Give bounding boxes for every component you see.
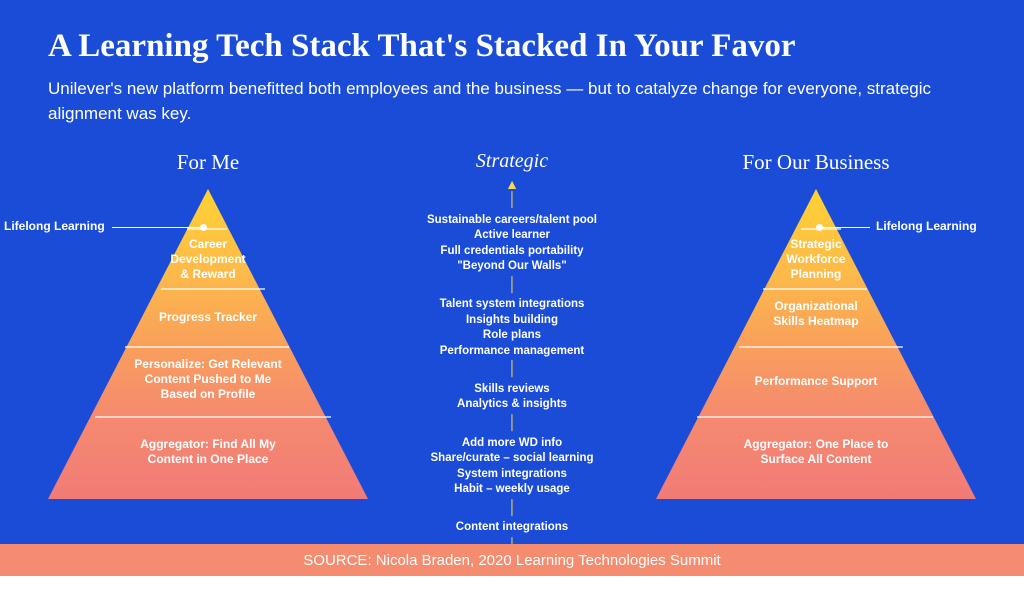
left-tier-3: Progress Tracker bbox=[48, 310, 368, 325]
left-pyramid-title: For Me bbox=[177, 150, 239, 175]
infographic-canvas: A Learning Tech Stack That's Stacked In … bbox=[0, 0, 1024, 576]
right-pyramid: Lifelong Learning StrategicWorkforcePlan… bbox=[656, 189, 976, 499]
left-tier-4: Personalize: Get RelevantContent Pushed … bbox=[48, 357, 368, 402]
center-column: Strategic ▲ │ Sustainable careers/talent… bbox=[382, 150, 642, 598]
left-tier-2: CareerDevelopment& Reward bbox=[48, 237, 368, 282]
right-callout-label: Lifelong Learning bbox=[876, 219, 977, 233]
right-tier-2: StrategicWorkforcePlanning bbox=[656, 237, 976, 282]
center-group-0: Sustainable careers/talent poolActive le… bbox=[427, 213, 597, 275]
left-tier-5: Aggregator: Find All MyContent in One Pl… bbox=[48, 437, 368, 467]
left-callout-label: Lifelong Learning bbox=[4, 219, 105, 233]
main-title: A Learning Tech Stack That's Stacked In … bbox=[48, 28, 976, 65]
left-pyramid-column: For Me bbox=[48, 150, 368, 499]
left-pyramid: Lifelong Learning CareerDevelopment& Rew… bbox=[48, 189, 368, 499]
dash-icon: │ bbox=[507, 195, 517, 208]
right-callout-line bbox=[820, 227, 870, 228]
content-row: For Me bbox=[0, 150, 1024, 544]
footer-text: SOURCE: Nicola Braden, 2020 Learning Tec… bbox=[303, 552, 720, 569]
header: A Learning Tech Stack That's Stacked In … bbox=[0, 0, 1024, 126]
center-group-2: Skills reviewsAnalytics & insights bbox=[457, 382, 567, 413]
footer-bar: SOURCE: Nicola Braden, 2020 Learning Tec… bbox=[0, 544, 1024, 576]
right-tier-3: OrganizationalSkills Heatmap bbox=[656, 299, 976, 329]
center-top-label: Strategic bbox=[476, 150, 548, 173]
subtitle: Unilever's new platform benefitted both … bbox=[48, 77, 948, 126]
right-pyramid-title: For Our Business bbox=[742, 150, 889, 175]
center-group-3: Add more WD infoShare/curate – social le… bbox=[431, 436, 594, 498]
dash-icon: │ bbox=[507, 503, 517, 516]
left-callout-line bbox=[112, 227, 200, 228]
center-group-1: Talent system integrationsInsights build… bbox=[440, 297, 585, 359]
dash-icon: │ bbox=[507, 418, 517, 431]
right-tier-5: Aggregator: One Place toSurface All Cont… bbox=[656, 437, 976, 467]
center-group-4: Content integrations bbox=[456, 520, 568, 536]
right-callout-dot bbox=[816, 224, 823, 231]
left-callout-dot bbox=[200, 224, 207, 231]
dash-icon: │ bbox=[507, 364, 517, 377]
right-pyramid-column: For Our Business Lifelong Learning Strat… bbox=[656, 150, 976, 499]
right-tier-4: Performance Support bbox=[656, 374, 976, 389]
up-arrow-icon: ▲ bbox=[505, 179, 519, 193]
dash-icon: │ bbox=[507, 280, 517, 293]
